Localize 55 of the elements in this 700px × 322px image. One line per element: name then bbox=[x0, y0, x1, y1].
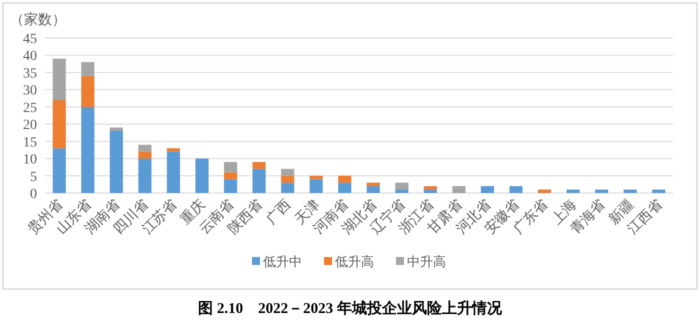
bar bbox=[138, 152, 152, 159]
bar bbox=[338, 176, 352, 183]
y-tick-label: 5 bbox=[30, 170, 37, 185]
bar bbox=[52, 58, 66, 100]
bar bbox=[110, 131, 123, 193]
legend-label: 低升高 bbox=[335, 254, 374, 269]
bar bbox=[566, 190, 580, 193]
bar bbox=[224, 172, 238, 180]
bar bbox=[366, 182, 380, 186]
bar bbox=[110, 128, 123, 131]
bar bbox=[595, 190, 608, 193]
y-tick-label: 40 bbox=[23, 49, 37, 64]
bar bbox=[252, 162, 266, 169]
bar bbox=[195, 158, 209, 193]
bar bbox=[424, 190, 437, 193]
bar bbox=[281, 176, 294, 183]
bar bbox=[395, 182, 408, 190]
bar bbox=[652, 190, 666, 193]
bar bbox=[424, 186, 437, 190]
bar bbox=[138, 144, 152, 152]
bar bbox=[624, 190, 637, 193]
bar bbox=[281, 168, 294, 176]
y-tick-label: 35 bbox=[23, 66, 37, 82]
bar bbox=[81, 62, 94, 76]
bar bbox=[452, 186, 466, 193]
bar bbox=[224, 179, 238, 193]
y-tick-label: 45 bbox=[23, 32, 37, 47]
bar bbox=[395, 190, 408, 193]
bar bbox=[81, 76, 94, 107]
bar bbox=[538, 190, 552, 193]
y-tick-label: 25 bbox=[23, 100, 37, 116]
bar bbox=[310, 179, 323, 193]
y-tick-label: 30 bbox=[23, 84, 37, 99]
y-tick-label: 20 bbox=[23, 118, 37, 134]
bar bbox=[509, 186, 523, 193]
legend-label: 中升高 bbox=[407, 254, 446, 269]
bar bbox=[138, 158, 152, 193]
y-axis-title: （家数） bbox=[10, 12, 66, 28]
y-tick-label: 10 bbox=[23, 152, 37, 168]
bar bbox=[252, 168, 266, 193]
bar bbox=[366, 186, 380, 193]
bar bbox=[52, 100, 66, 148]
bar bbox=[480, 186, 494, 193]
bar bbox=[81, 106, 94, 193]
bar bbox=[52, 148, 66, 193]
x-tick-label: 广西 bbox=[263, 196, 294, 228]
text: 图 2.10 2022－2023 年城投企业风险上升情况 bbox=[198, 300, 503, 317]
bar bbox=[281, 182, 294, 193]
legend-label: 低升中 bbox=[263, 254, 302, 269]
y-tick-label: 15 bbox=[23, 135, 37, 150]
bar bbox=[166, 148, 180, 152]
bar bbox=[338, 182, 352, 193]
bar bbox=[166, 152, 180, 193]
y-tick-label: 0 bbox=[30, 187, 37, 202]
bar bbox=[224, 162, 238, 172]
